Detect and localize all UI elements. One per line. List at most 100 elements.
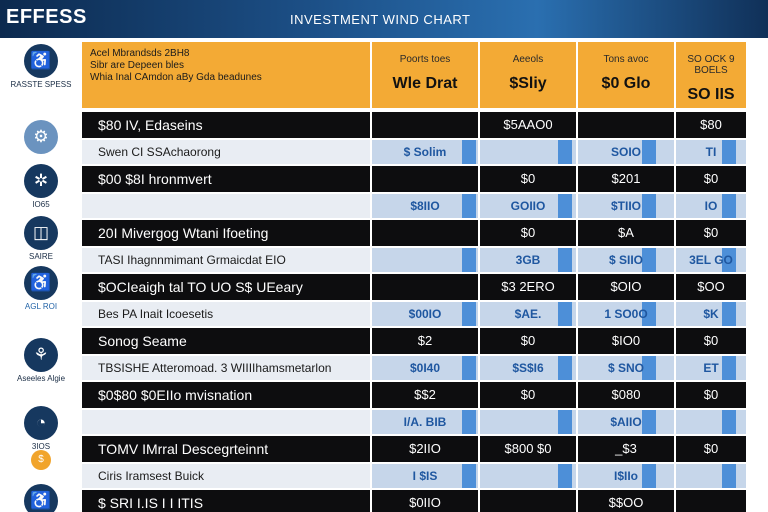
cell-accent — [642, 464, 656, 488]
row-label: $80 IV, Edaseins — [98, 117, 203, 133]
sidebar-item-8[interactable]: $ — [0, 450, 82, 470]
table-row[interactable]: $OCIeaigh tal TO UO S$ UEeary $3 2ERO $OIO… — [82, 274, 746, 300]
sidebar-item-7[interactable]: ◔ 3IOS — [0, 406, 82, 452]
cell-accent — [642, 248, 656, 272]
column-separator — [674, 302, 676, 326]
column-separator — [576, 328, 578, 354]
column-separator — [478, 140, 480, 164]
column-separator — [674, 166, 676, 192]
column-separator — [478, 382, 480, 408]
cell-accent — [642, 410, 656, 434]
row-label: TOMV IMrral Descegrteinnt — [98, 441, 269, 457]
column-separator — [370, 112, 372, 138]
table-cell: SOIO — [610, 145, 641, 159]
column-separator — [478, 194, 480, 218]
table-row[interactable]: 20I Mivergog Wtani Ifoeting $0 $A $0 — [82, 220, 746, 246]
table-cell: $201 — [611, 171, 641, 186]
column-separator — [478, 356, 480, 380]
sidebar-item-2[interactable]: ⚙ — [0, 120, 82, 154]
column-header-value: $Sliy — [509, 75, 547, 92]
cell-accent — [558, 302, 572, 326]
fan-icon: ✲ — [24, 164, 58, 198]
sidebar-item-1[interactable]: ♿ RASSTE SPESS — [0, 44, 82, 90]
column-separator — [478, 436, 480, 462]
brand-logo: EFFESS — [6, 6, 87, 28]
column-header-3[interactable]: Tons avoc $0 Glo — [578, 42, 674, 108]
column-separator — [478, 112, 480, 138]
column-separator — [576, 220, 578, 246]
column-separator — [576, 302, 578, 326]
column-separator — [674, 220, 676, 246]
row-label: TASI Ihagnnmimant Grmaicdat EIO — [98, 253, 286, 267]
table-cell: 1 SO0O — [604, 307, 648, 321]
table-row[interactable]: TASI Ihagnnmimant Grmaicdat EIO 3GB $ SIIO… — [82, 248, 746, 272]
table-row[interactable]: I/A. BIB $AIIO — [82, 410, 746, 434]
column-separator — [576, 112, 578, 138]
table-row[interactable]: Swen CI SSAchaorong $ Solim SOIO TI — [82, 140, 746, 164]
gauge-icon: ⚙ — [24, 120, 58, 154]
table-row[interactable]: Bes PA Inait Icoesetis $00IO $AE. 1 SO0O $K — [82, 302, 746, 326]
row-label: $ SRI I.IS I I ITIS — [98, 495, 204, 511]
column-separator — [370, 140, 372, 164]
row-label: $00 $8I hronmvert — [98, 171, 212, 187]
cell-accent — [558, 464, 572, 488]
column-header-2[interactable]: Aeeols $Sliy — [480, 42, 576, 108]
sidebar-item-4[interactable]: ◫ SAIRE — [0, 216, 82, 262]
table-cell: $0 — [703, 333, 719, 348]
column-separator — [576, 436, 578, 462]
column-header-value: $0 Glo — [601, 75, 651, 92]
table-row[interactable]: $8IIO GOIIO $TIIO IO — [82, 194, 746, 218]
table-cell: $5AAO0 — [503, 117, 553, 132]
table-row[interactable]: $00 $8I hronmvert $0 $201 $0 — [82, 166, 746, 192]
table-cell: $80 — [700, 117, 722, 132]
column-separator — [576, 382, 578, 408]
sidebar-item-9[interactable]: ♿ — [0, 484, 82, 512]
table-cell: 3EL GO — [689, 253, 733, 267]
table-cell: $00IO — [408, 307, 442, 321]
column-separator — [370, 194, 372, 218]
column-separator — [674, 112, 676, 138]
cell-accent — [722, 140, 736, 164]
cell-accent — [558, 248, 572, 272]
table-row[interactable]: $80 IV, Edaseins $5AAO0 $80 — [82, 112, 746, 138]
row-label: Ciris Iramsest Buick — [98, 469, 205, 483]
column-header-1[interactable]: Poorts toes Wle Drat — [372, 42, 478, 108]
column-separator — [576, 194, 578, 218]
column-header-value: SO IIS — [687, 86, 735, 103]
column-separator — [478, 220, 480, 246]
header-text-cell: Acel Mbrandsds 2BH8 Sibr are Depeen bles W… — [82, 42, 370, 108]
table-row[interactable]: TBSISHE Atteromoad. 3 WIIIIhamsmetarlon $… — [82, 356, 746, 380]
sidebar-item-3[interactable]: ✲ IO65 — [0, 164, 82, 210]
row-label: $0$80 $0EIIo mvisnation — [98, 387, 253, 403]
column-header-value: Wle Drat — [392, 75, 458, 92]
table-cell: $TIIO — [610, 199, 641, 213]
column-separator — [478, 274, 480, 300]
table-cell: I $IS — [412, 469, 438, 483]
table-row[interactable]: TOMV IMrral Descegrteinnt $2IIO $800 $0 _$3… — [82, 436, 746, 462]
table-cell: $0 — [520, 171, 536, 186]
column-separator — [674, 194, 676, 218]
cell-accent — [558, 356, 572, 380]
cell-accent — [642, 194, 656, 218]
column-separator — [478, 248, 480, 272]
column-separator — [478, 490, 480, 512]
cell-accent — [722, 356, 736, 380]
table-cell: I/A. BIB — [403, 415, 447, 429]
table-row[interactable]: $ SRI I.IS I I ITIS $0IIO $$OO — [82, 490, 746, 512]
row-label: Swen CI SSAchaorong — [98, 145, 221, 159]
table-row[interactable]: $0$80 $0EIIo mvisnation $$2 $0 $080 $0 — [82, 382, 746, 408]
column-separator — [370, 328, 372, 354]
table-cell: $ Solim — [403, 145, 447, 159]
column-header-4[interactable]: SO OCK 9 BOELS SO IIS — [676, 42, 746, 108]
table-cell: ET — [703, 361, 719, 375]
sidebar-item-5[interactable]: ♿ AGL ROI — [0, 266, 82, 312]
sidebar-item-6[interactable]: ⚘ Aseeles Algie — [0, 338, 82, 384]
column-separator — [370, 436, 372, 462]
table-row[interactable]: Ciris Iramsest Buick I $IS I$IIo — [82, 464, 746, 488]
column-separator — [674, 436, 676, 462]
header-text-line: Whia Inal CAmdon aBy Gda beadunes — [90, 72, 262, 83]
table-cell: $ SIIO — [608, 253, 643, 267]
cell-accent — [722, 410, 736, 434]
column-header-label: Tons avoc — [603, 54, 649, 65]
table-row[interactable]: Sonog Seame $2 $0 $IO0 $0 — [82, 328, 746, 354]
